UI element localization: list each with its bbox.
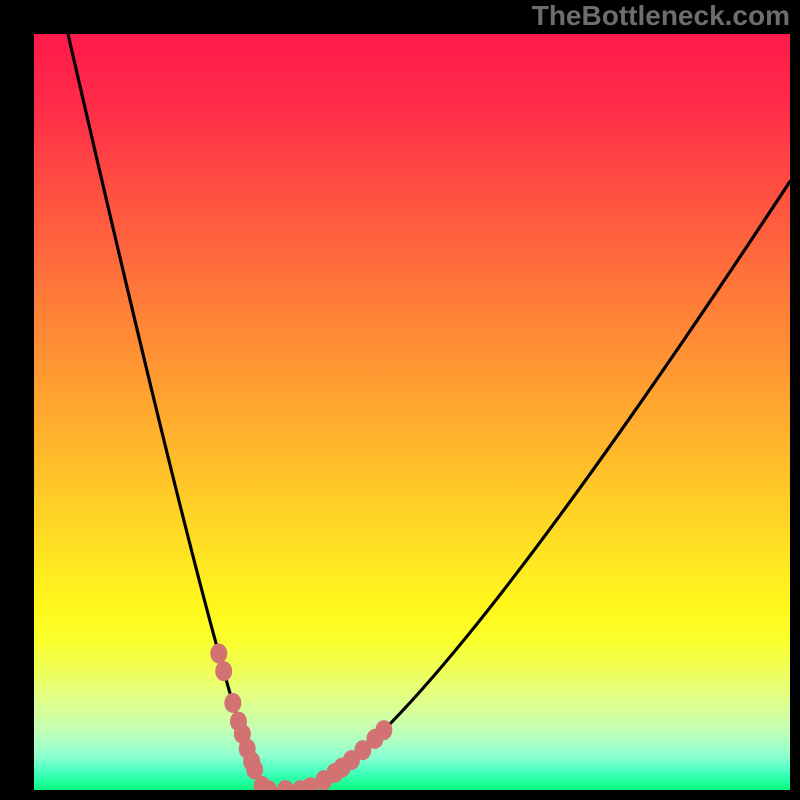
data-marker	[210, 643, 227, 663]
chart-frame: TheBottleneck.com	[0, 0, 800, 800]
plot-area	[34, 34, 790, 790]
data-marker	[277, 780, 294, 790]
data-marker	[215, 661, 232, 681]
bottleneck-curve-right	[302, 181, 790, 790]
bottleneck-curve-left	[68, 34, 265, 790]
data-marker	[224, 693, 241, 713]
watermark-text: TheBottleneck.com	[532, 0, 790, 32]
data-marker	[375, 720, 392, 740]
markers-group	[210, 643, 392, 790]
curve-layer	[34, 34, 790, 790]
